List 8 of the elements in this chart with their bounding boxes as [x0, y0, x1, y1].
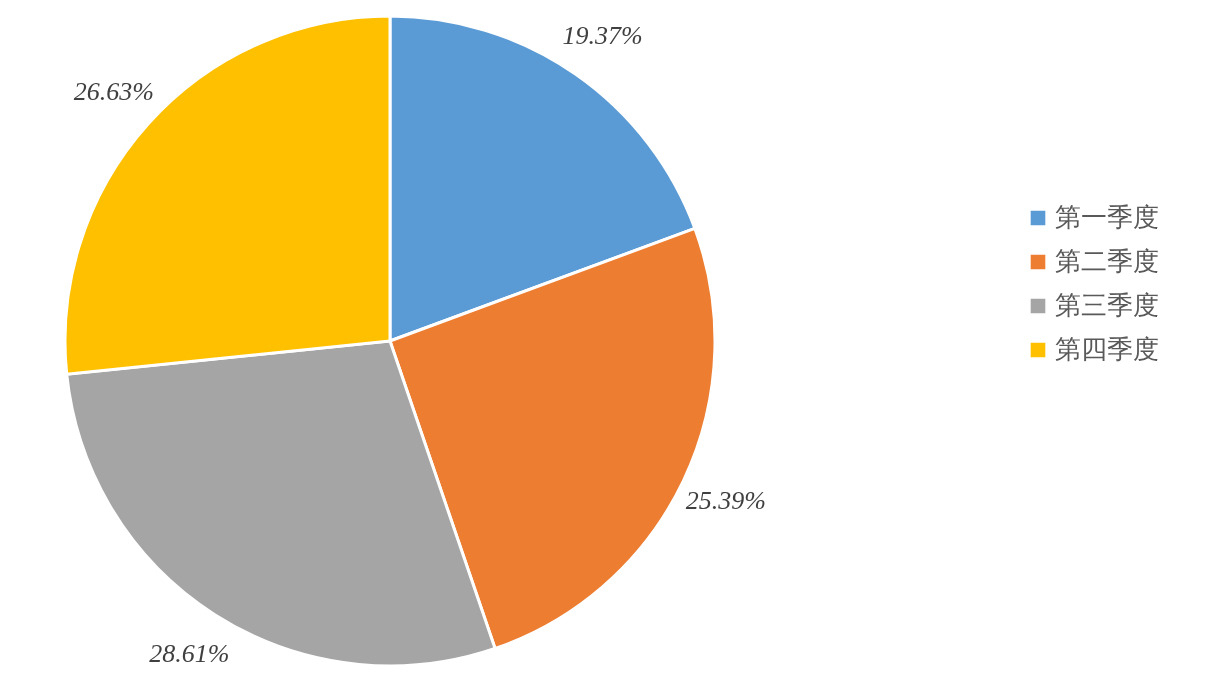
legend-label: 第三季度 — [1055, 290, 1159, 320]
data-label: 28.61% — [149, 639, 230, 669]
data-label: 19.37% — [562, 20, 643, 50]
data-label: 26.63% — [73, 76, 154, 106]
data-label: 25.39% — [685, 485, 767, 515]
legend-label: 第四季度 — [1055, 334, 1159, 364]
legend-label: 第二季度 — [1055, 246, 1159, 276]
legend-label: 第一季度 — [1055, 202, 1159, 232]
